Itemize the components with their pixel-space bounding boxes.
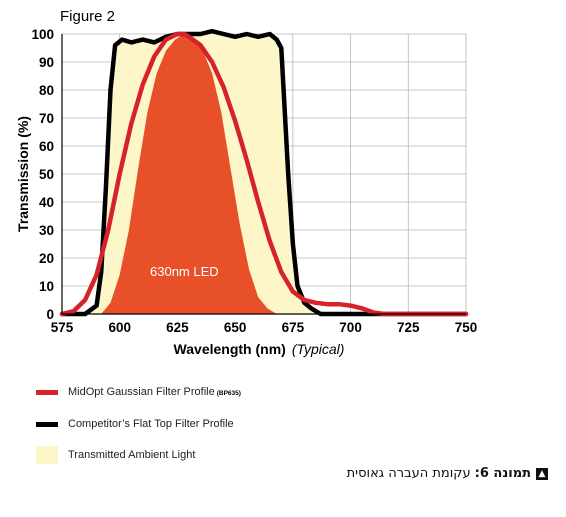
y-tick-label: 10 [39, 279, 54, 294]
x-tick-label: 675 [282, 320, 305, 335]
y-tick-label: 70 [39, 111, 54, 126]
y-tick-label: 80 [39, 83, 54, 98]
y-tick-label: 100 [31, 27, 54, 42]
y-tick-label: 50 [39, 167, 54, 182]
legend-label-gaussian: MidOpt Gaussian Filter Profile [68, 386, 215, 398]
x-tick-label: 750 [455, 320, 478, 335]
legend-item-flat-top: Competitor’s Flat Top Filter Profile [36, 418, 234, 430]
legend-swatch-flat-top [36, 421, 58, 427]
series-3-line [59, 31, 469, 317]
x-tick-label: 700 [339, 320, 362, 335]
y-tick-label: 40 [39, 195, 54, 210]
y-tick-label: 60 [39, 139, 54, 154]
y-tick-label: 0 [46, 307, 54, 322]
x-axis-label: Wavelength (nm) (Typical) [174, 341, 345, 357]
area-layer [62, 31, 466, 315]
caption-label: תמונה 6: [474, 466, 531, 481]
chart-title: Figure 2 [60, 8, 115, 25]
x-tick-label: 625 [166, 320, 189, 335]
x-tick-label: 725 [397, 320, 420, 335]
y-tick-label: 30 [39, 223, 54, 238]
caption-text: עקומת העברה גאוסית [346, 466, 471, 481]
legend-label-ambient: Transmitted Ambient Light [68, 449, 196, 461]
led-annotation: 630nm LED [150, 264, 219, 279]
legend-label-flat-top: Competitor’s Flat Top Filter Profile [68, 418, 234, 430]
figure-caption: ▲ תמונה 6: עקומת העברה גאוסית [347, 466, 548, 481]
legend-tag-gaussian: (BP635) [216, 389, 241, 397]
legend-swatch-gaussian [36, 389, 58, 395]
y-tick-label: 90 [39, 55, 54, 70]
y-tick-label: 20 [39, 251, 54, 266]
x-tick-label: 575 [51, 320, 74, 335]
collapse-icon[interactable]: ▲ [536, 467, 548, 480]
axes: 0 10 20 30 40 50 60 70 80 90 100 575 600 625 650 675 700… [31, 27, 477, 335]
y-axis-label: Transmission (%) [15, 116, 31, 232]
legend-item-gaussian: MidOpt Gaussian Filter Profile (BP635) [36, 386, 241, 398]
x-tick-label: 650 [224, 320, 247, 335]
legend-swatch-ambient [36, 446, 58, 464]
x-axis-label-note: (Typical) [292, 341, 345, 357]
series-1-area [62, 35, 466, 315]
x-axis-label-main: Wavelength (nm) [174, 341, 286, 357]
chart: Figure 2 630nm LED 0 10 20 30 40 50 60 70 80 90 10… [15, 8, 477, 357]
x-tick-label: 600 [108, 320, 131, 335]
legend-item-ambient: Transmitted Ambient Light [36, 446, 195, 464]
line-layer [59, 28, 469, 317]
